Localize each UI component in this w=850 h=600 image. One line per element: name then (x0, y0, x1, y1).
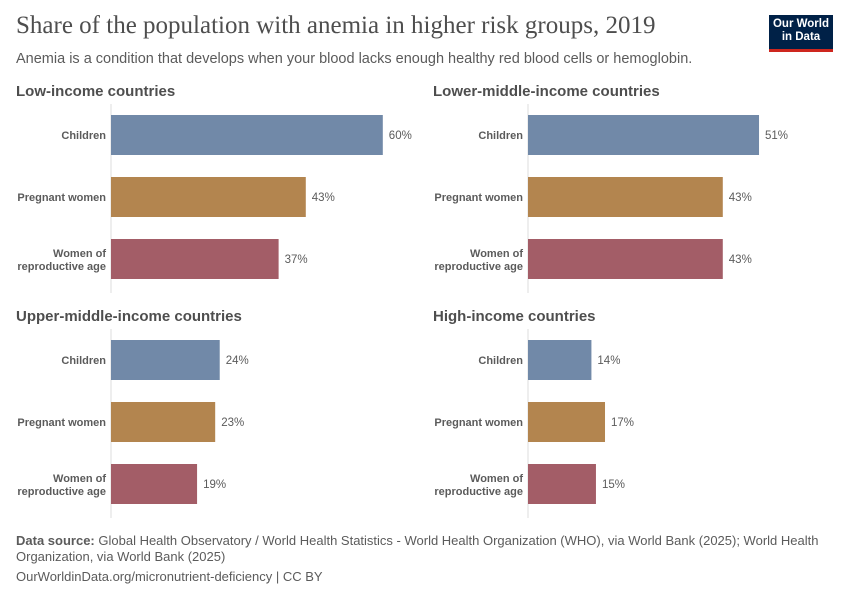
data-source: Data source: Global Health Observatory /… (16, 533, 831, 565)
source-label: Data source: (16, 533, 95, 548)
bar[interactable] (111, 115, 383, 155)
source-text: Global Health Observatory / World Health… (16, 533, 819, 564)
data-label: 15% (602, 479, 625, 491)
data-label: 14% (597, 355, 620, 367)
category-label: reproductive age (17, 261, 106, 273)
bar[interactable] (528, 340, 592, 380)
bar[interactable] (111, 239, 279, 279)
panel-title: Low-income countries (16, 83, 175, 100)
category-label: Women of (53, 248, 106, 260)
category-label: Women of (470, 248, 523, 260)
data-label: 43% (729, 192, 752, 204)
category-label: Women of (53, 473, 106, 485)
data-label: 17% (611, 417, 634, 429)
bar-chart-panels: Low-income countries 60% Children 43% Pregna… (16, 83, 788, 518)
logo-line-1: Our World (772, 18, 829, 30)
category-label: Children (61, 130, 106, 142)
category-label: Pregnant women (434, 417, 523, 429)
data-label: 60% (389, 130, 412, 142)
category-label: Children (478, 355, 523, 367)
panel-title: High-income countries (433, 308, 596, 325)
bar[interactable] (528, 402, 606, 442)
bar[interactable] (528, 115, 760, 155)
category-label: reproductive age (434, 486, 523, 498)
category-label: Women of (470, 473, 523, 485)
footer-url[interactable]: OurWorldinData.org/micronutrient-deficie… (16, 569, 323, 584)
bar[interactable] (111, 340, 220, 380)
chart-title: Share of the population with anemia in h… (16, 12, 656, 39)
bar[interactable] (528, 239, 723, 279)
data-label: 19% (203, 479, 226, 491)
data-label: 23% (221, 417, 244, 429)
category-label: Children (478, 130, 523, 142)
data-label: 43% (312, 192, 335, 204)
data-label: 24% (226, 355, 249, 367)
category-label: Children (61, 355, 106, 367)
bar[interactable] (111, 177, 306, 217)
data-label: 51% (765, 130, 788, 142)
category-label: reproductive age (17, 486, 106, 498)
category-label: Pregnant women (17, 417, 106, 429)
bar[interactable] (111, 464, 198, 504)
panel-title: Upper-middle-income countries (16, 308, 242, 325)
bar[interactable] (111, 402, 216, 442)
logo-line-2: in Data (781, 31, 821, 43)
category-label: reproductive age (434, 261, 523, 273)
owid-logo[interactable]: Our World in Data (769, 15, 833, 52)
category-label: Pregnant women (17, 192, 106, 204)
data-label: 37% (285, 254, 308, 266)
panel-title: Lower-middle-income countries (433, 83, 660, 100)
chart-subtitle: Anemia is a condition that develops when… (16, 51, 693, 67)
data-label: 43% (729, 254, 752, 266)
bar[interactable] (528, 464, 596, 504)
bar[interactable] (528, 177, 723, 217)
category-label: Pregnant women (434, 192, 523, 204)
